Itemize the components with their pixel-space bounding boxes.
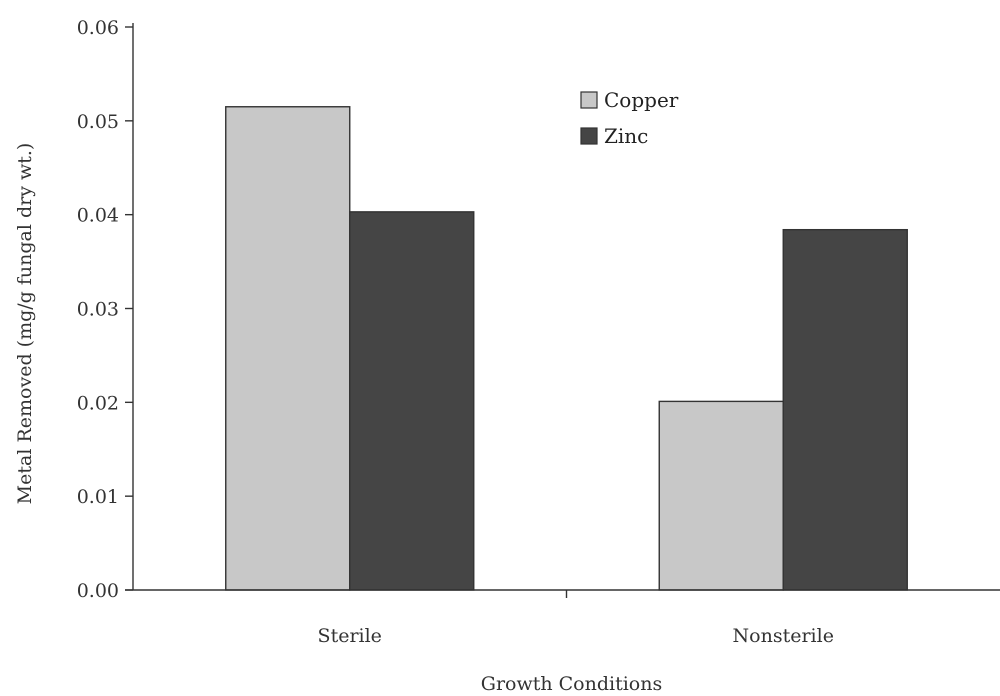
y-tick-label: 0.06 [77,17,119,39]
y-tick-label: 0.02 [77,392,119,414]
y-tick-label: 0.00 [77,580,119,602]
bar-copper-sterile [225,106,351,591]
legend-label-copper: Copper [604,88,679,112]
y-tick-label: 0.01 [77,486,119,508]
x-axis-title: Growth Conditions [481,673,662,695]
y-axis-title: Metal Removed (mg/g fungal dry wt.) [14,143,36,505]
y-tick-label: 0.04 [77,205,119,227]
legend-swatch-copper [580,91,598,109]
y-ticks: 0.00 0.01 0.02 0.03 0.04 0.05 0.06 [77,17,133,602]
x-tick-label: Nonsterile [733,625,834,647]
bars-layer [225,106,908,591]
x-tick-label: Sterile [318,625,382,647]
legend-swatch-zinc [580,127,598,145]
legend-label-zinc: Zinc [604,124,648,148]
legend: Copper Zinc [580,88,679,148]
bar-zinc-nonsterile [782,228,908,591]
bar-zinc-sterile [349,211,475,591]
bar-copper-nonsterile [658,400,784,591]
x-ticks: Sterile Nonsterile [318,590,834,647]
y-tick-label: 0.03 [77,299,119,321]
y-tick-label: 0.05 [77,111,119,133]
